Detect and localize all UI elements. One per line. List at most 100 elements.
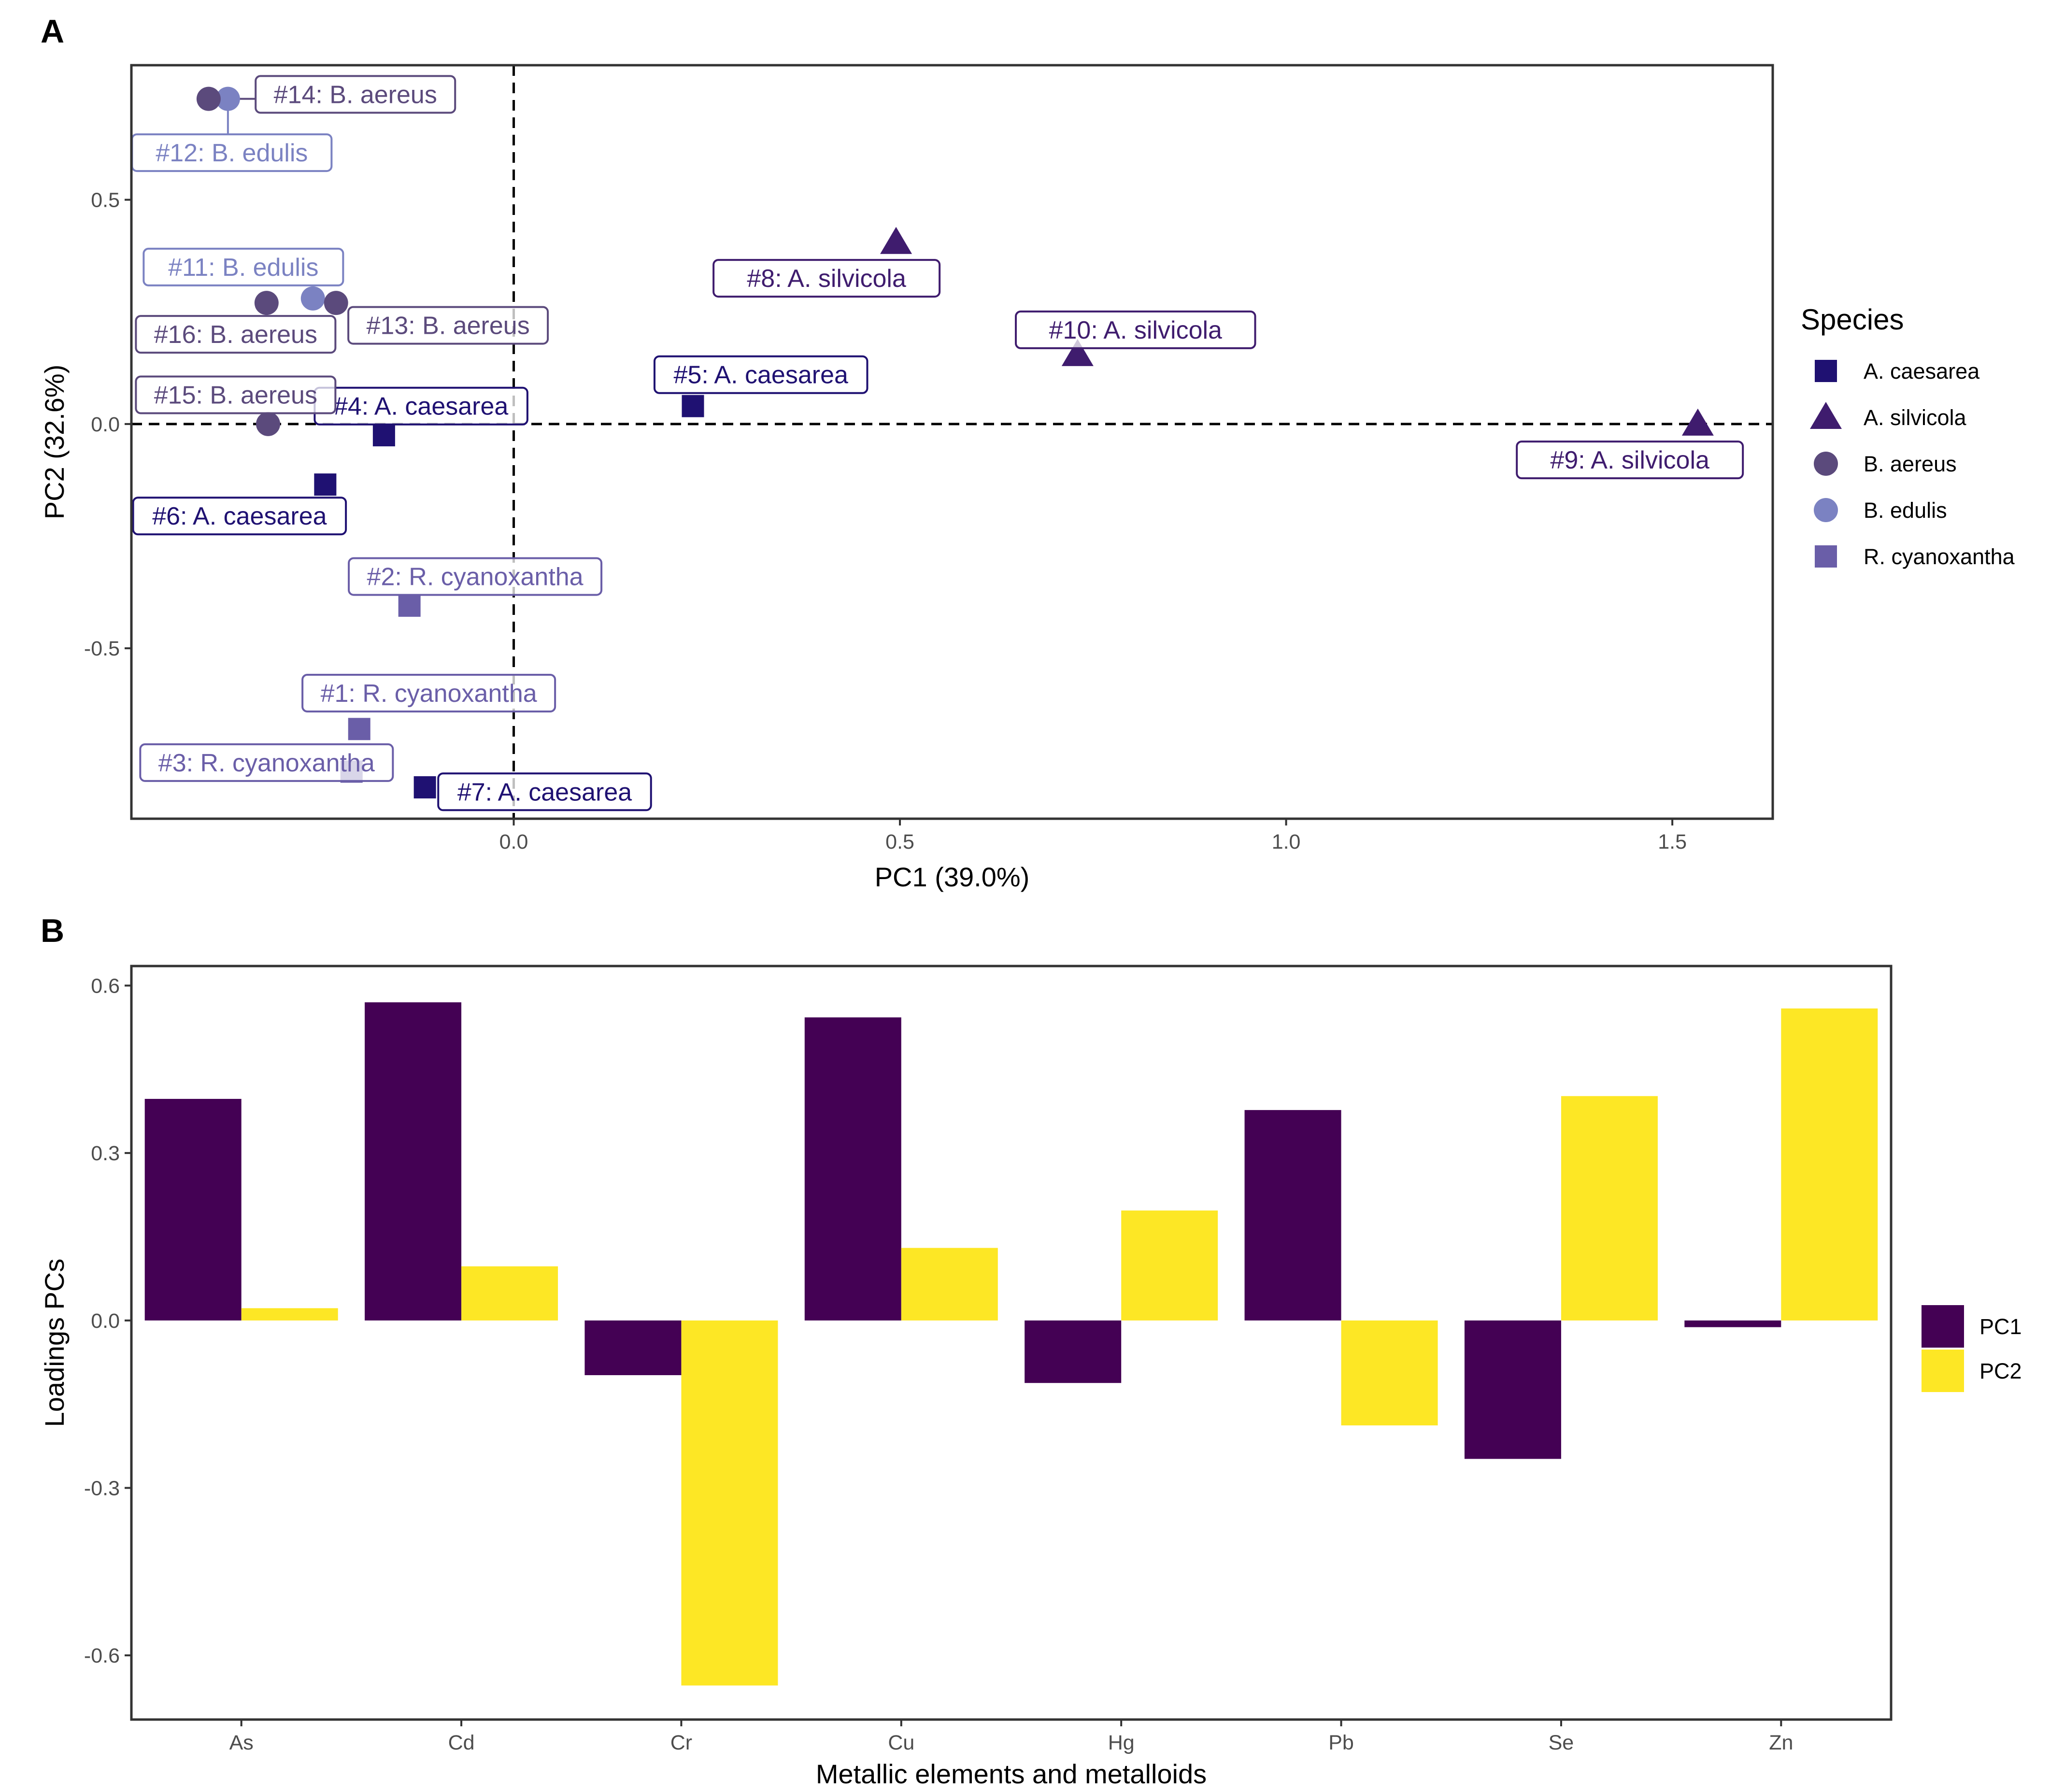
point-label-2-r-cyanoxantha: #2: R. cyanoxantha [348,557,603,596]
label-text: #2: R. cyanoxantha [367,563,584,591]
x-tick-label-hg: Hg [1108,1731,1135,1754]
point-marker-a-caesarea [682,395,704,417]
bar-pc2-pb [1341,1320,1438,1426]
label-box [1015,310,1256,349]
bar-pc1-pb [1244,1110,1341,1321]
legend-label-a-caesarea: A. caesarea [1864,359,1980,384]
x-tick-label-se: Se [1549,1731,1574,1754]
label-box [135,315,337,354]
legend-label-b-edulis: B. edulis [1864,498,1947,523]
point-label-8-a-silvicola: #8: A. silvicola [712,259,941,298]
panel-b-letter: B [41,912,64,949]
point-label-11-b-edulis: #11: B. edulis [142,247,344,286]
bar-pc2-hg [1121,1210,1218,1321]
point-label-1-r-cyanoxantha: #1: R. cyanoxantha [301,674,556,712]
point-marker-b-edulis [215,86,240,111]
legend-label-pc2: PC2 [1979,1359,2022,1383]
label-box [132,497,347,536]
bar-pc2-zn [1781,1008,1878,1321]
point-marker-b-aereus [254,291,279,315]
y-tick-label: 0.6 [91,974,120,997]
legend-key-pc2 [1922,1350,1964,1392]
x-tick-label: 1.0 [1272,830,1301,853]
label-box [255,75,456,114]
legend-label-a-silvicola: A. silvicola [1864,405,1967,430]
legend-key-b-aereus [1814,452,1838,476]
point-marker-a-silvicola [1681,408,1714,436]
point-marker-a-caesarea [372,424,395,447]
legend-label-pc1: PC1 [1979,1314,2022,1339]
point-marker-b-edulis [300,286,325,311]
point-label-9-a-silvicola: #9: A. silvicola [1516,441,1744,480]
bar-pc1-cr [584,1320,682,1376]
x-tick-label: 1.5 [1658,830,1687,853]
label-box [142,247,344,286]
point-label-3-r-cyanoxantha: #3: R. cyanoxantha [139,743,394,782]
point-label-6-a-caesarea: #6: A. caesarea [132,497,347,536]
label-box [301,674,556,712]
legend-key-a-caesarea [1815,360,1837,382]
legend-label-b-aereus: B. aereus [1864,452,1957,476]
bar-pc2-se [1561,1096,1658,1321]
legend-key-b-edulis [1814,498,1838,522]
bar-pc1-se [1464,1320,1561,1459]
point-label-12-b-edulis: #12: B. edulis [131,133,333,172]
label-text: #14: B. aereus [274,81,437,109]
panel-a-letter: A [41,13,64,50]
species-legend: Species A. caesarea A. silvicola B. aereus B… [1801,303,2015,569]
label-box [653,355,868,394]
y-axis-title: Loadings PCs [39,1259,70,1427]
x-tick-label: 0.0 [499,830,528,853]
x-tick-label-pb: Pb [1328,1731,1354,1754]
label-box [1516,441,1744,480]
label-text: #13: B. aereus [366,312,529,340]
x-tick-label-cd: Cd [448,1731,475,1754]
x-tick-label-zn: Zn [1769,1731,1793,1754]
point-marker-r-cyanoxantha [398,594,421,617]
point-marker-b-aereus [324,291,348,315]
point-marker-a-caesarea [413,776,436,798]
label-text: #9: A. silvicola [1550,446,1709,474]
label-box [437,772,652,811]
x-tick-label-as: As [229,1731,254,1754]
bar-pc2-as [241,1308,338,1321]
x-tick-label-cu: Cu [888,1731,914,1754]
label-text: #5: A. caesarea [674,361,848,389]
point-marker-b-aereus [256,412,281,436]
x-axis-title: PC1 (39.0%) [875,862,1030,892]
legend-key-pc1 [1922,1305,1964,1348]
bar-pc1-hg [1025,1320,1122,1383]
point-marker-r-cyanoxantha [348,718,370,740]
point-label-14-b-aereus: #14: B. aereus [255,75,456,114]
point-marker-a-silvicola [880,227,912,254]
y-tick-label: -0.5 [84,637,120,660]
label-text: #1: R. cyanoxantha [321,680,537,708]
y-tick-label: -0.6 [84,1644,120,1667]
y-axis-title: PC2 (32.6%) [39,365,70,520]
point-label-7-a-caesarea: #7: A. caesarea [437,772,652,811]
label-text: #3: R. cyanoxantha [158,749,375,777]
bar-pc1-zn [1684,1320,1781,1327]
label-box [347,306,549,345]
legend-key-a-silvicola [1810,402,1842,429]
bar-pc2-cr [681,1320,778,1686]
label-text: #7: A. caesarea [457,778,632,806]
pca-scatter-plot: 0.0 0.5 1.0 1.5 -0.5 0.0 0.5 PC1 (39.0%) PC2 (32… [39,64,2015,892]
point-label-4-a-caesarea: #4: A. caesarea [313,386,528,426]
y-tick-label: 0.0 [91,1309,120,1333]
plot-border [130,965,1893,1721]
point-label-5-a-caesarea: #5: A. caesarea [653,355,868,394]
bar-pc1-cu [804,1017,901,1321]
label-box [139,743,394,782]
loadings-bar-chart: As Cd Cr Cu Hg Pb Se Zn -0.6 -0.3 0.0 0.3 0.6 Metalli… [39,965,2022,1789]
legend-key-r-cyanoxantha [1815,545,1837,568]
point-marker-a-caesarea [314,473,337,496]
label-box [712,259,941,298]
x-tick-label-cr: Cr [670,1731,692,1754]
x-tick-label: 0.5 [885,830,914,853]
bar-pc1-cd [365,1002,462,1321]
label-text: #15: B. aereus [154,382,317,410]
y-tick-label: 0.3 [91,1142,120,1165]
plot-border [130,64,1774,820]
